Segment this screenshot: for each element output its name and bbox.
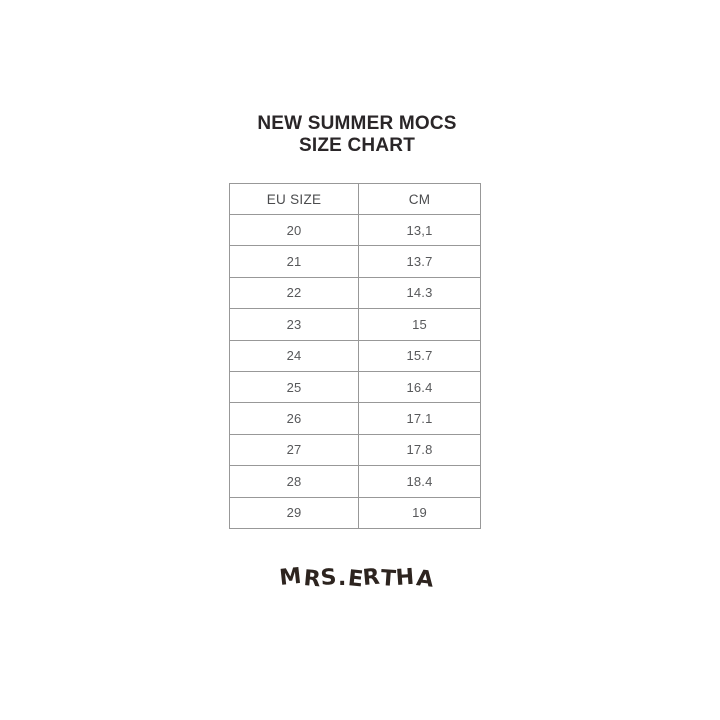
- page-title: NEW SUMMER MOCS SIZE CHART: [0, 113, 714, 157]
- cm-cell: 16.4: [358, 370, 481, 404]
- table-row: 29 19: [229, 496, 481, 530]
- eu-size-cell: 20: [229, 213, 359, 247]
- brand-logo-graphic: MRS.ERTHA: [278, 564, 435, 593]
- cm-cell: 17.8: [358, 433, 481, 467]
- table-row: 28 18.4: [229, 465, 481, 498]
- page-title-line1: NEW SUMMER MOCS: [257, 113, 457, 134]
- eu-size-header-cell: EU SIZE: [229, 183, 359, 215]
- cm-cell: 14.3: [358, 276, 481, 310]
- table-row: 20 13,1: [229, 213, 481, 247]
- cm-cell: 15.7: [358, 339, 481, 372]
- table-row: 22 14.3: [229, 276, 481, 310]
- page-title-line2: SIZE CHART: [299, 135, 415, 156]
- table-row: 26 17.1: [229, 402, 481, 435]
- eu-size-cell: 29: [229, 496, 359, 530]
- cm-cell: 13.7: [358, 245, 481, 278]
- cm-cell: 13,1: [358, 213, 481, 247]
- eu-size-cell: 22: [229, 276, 359, 310]
- table-header-row: EU SIZE CM: [229, 183, 481, 215]
- eu-size-cell: 25: [229, 370, 359, 404]
- cm-header-cell: CM: [358, 183, 481, 215]
- eu-size-cell: 23: [229, 308, 359, 341]
- cm-cell: 17.1: [358, 402, 481, 435]
- cm-cell: 18.4: [358, 465, 481, 498]
- table-row: 23 15: [229, 308, 481, 341]
- cm-cell: 19: [358, 496, 481, 530]
- table-row: 21 13.7: [229, 245, 481, 278]
- eu-size-cell: 27: [229, 433, 359, 467]
- cm-cell: 15: [358, 308, 481, 341]
- eu-size-cell: 21: [229, 245, 359, 278]
- table-row: 27 17.8: [229, 433, 481, 467]
- size-chart-table: EU SIZE CM 20 13,1 21 13.7 22 14.3 23 15: [229, 183, 481, 530]
- table-row: 24 15.7: [229, 339, 481, 372]
- eu-size-cell: 28: [229, 465, 359, 498]
- brand-logo-text: MRS.ERTHA: [278, 564, 435, 593]
- eu-size-cell: 26: [229, 402, 359, 435]
- brand-logo: MRS.ERTHA: [0, 556, 714, 603]
- table-row: 25 16.4: [229, 370, 481, 404]
- eu-size-cell: 24: [229, 339, 359, 372]
